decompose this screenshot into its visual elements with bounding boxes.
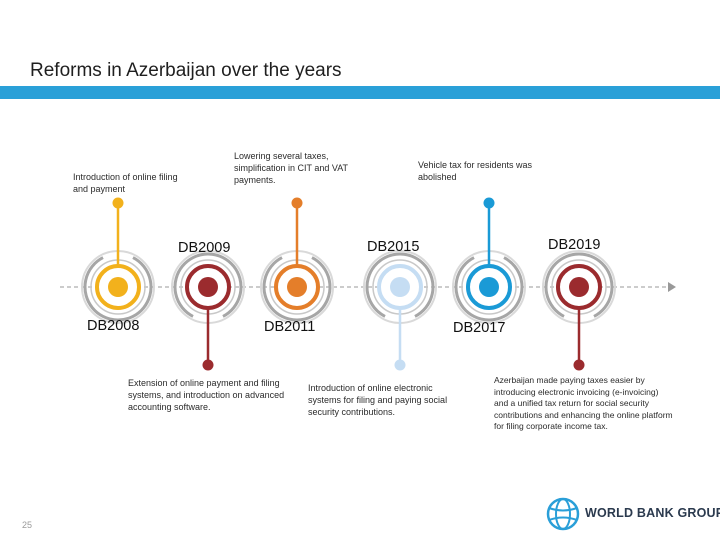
timeline-arrow — [668, 282, 676, 292]
node-db2017-dot — [479, 277, 499, 297]
node-db2011-dot — [287, 277, 307, 297]
node-db2009-dot — [198, 277, 218, 297]
node-db2011 — [260, 197, 334, 324]
connector-db2019-end — [573, 359, 585, 371]
globe-icon — [546, 497, 580, 531]
slide-title: Reforms in Azerbaijan over the years — [30, 60, 342, 81]
node-db2017 — [452, 197, 526, 324]
node-db2008 — [81, 197, 155, 324]
node-db2019-dot — [569, 277, 589, 297]
node-db2015 — [363, 250, 437, 371]
label-db2008: DB2008 — [87, 318, 140, 334]
title-bar — [0, 86, 720, 99]
node-db2019 — [542, 250, 616, 371]
node-db2008-dot — [108, 277, 128, 297]
note-db2015: Introduction of online electronic system… — [308, 383, 448, 417]
note-db2009: Extension of online payment and filing s… — [128, 378, 285, 412]
label-db2009: DB2009 — [178, 240, 231, 256]
note-db2011: Lowering several taxes, simplification i… — [234, 151, 348, 185]
note-db2019: Azerbaijan made paying taxes easier by i… — [494, 375, 673, 431]
connector-db2008-end — [112, 197, 124, 209]
world-bank-logo: WORLD BANK GROUP — [545, 496, 720, 532]
label-db2019: DB2019 — [548, 237, 601, 253]
connector-db2015-end — [394, 359, 406, 371]
label-db2017: DB2017 — [453, 320, 506, 336]
page-number: 25 — [22, 520, 33, 530]
logo-text: WORLD BANK GROUP — [585, 506, 720, 520]
node-db2015-dot — [390, 277, 410, 297]
connector-db2017-end — [483, 197, 495, 209]
label-db2011: DB2011 — [264, 319, 316, 335]
note-db2017: Vehicle tax for residents was abolished — [418, 160, 533, 182]
connector-db2009-end — [202, 359, 214, 371]
note-db2008: Introduction of online filing and paymen… — [73, 172, 178, 194]
connector-db2011-end — [291, 197, 303, 209]
node-db2009 — [171, 250, 245, 371]
label-db2015: DB2015 — [367, 239, 420, 255]
